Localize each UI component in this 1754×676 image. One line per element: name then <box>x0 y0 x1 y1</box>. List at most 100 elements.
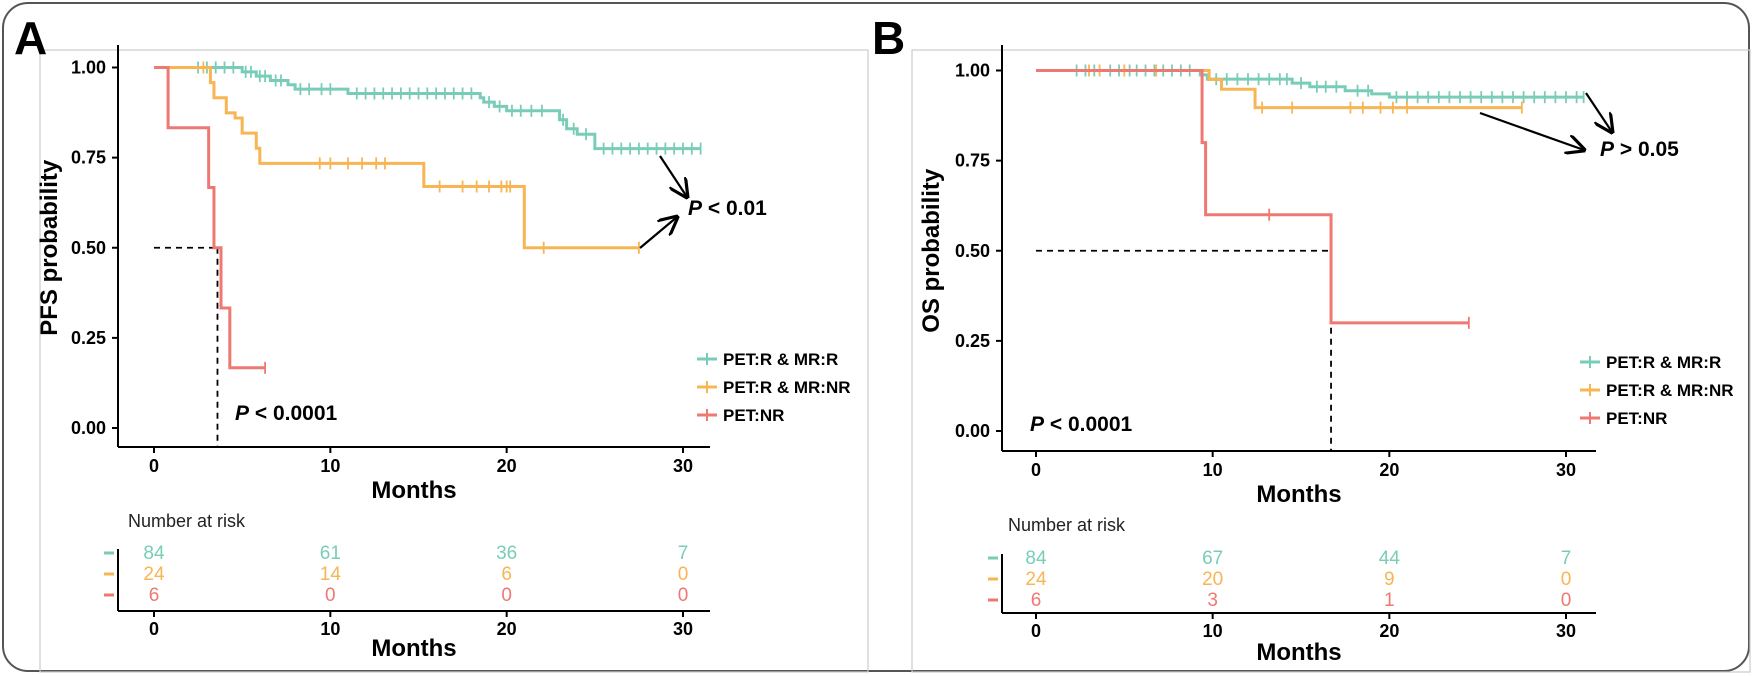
panel-b-risk-value: 67 <box>1202 548 1223 569</box>
panel-a-km-plot: 0.00 0.25 0.50 0.75 1.00 0 10 20 30 Months PFS pro… <box>36 45 767 504</box>
panel-a-risk-value: 24 <box>143 564 165 585</box>
panel-b-risk-value: 6 <box>1031 590 1042 611</box>
panel-a-y-tick-label: 0.75 <box>71 148 106 168</box>
panel-b-risk-x-tick-label: 20 <box>1379 621 1399 641</box>
panel-a-risk-x-tick-label: 0 <box>149 619 159 639</box>
panel-b-y-tick-label: 0.25 <box>955 331 990 351</box>
panel-b-p-value: P > 0.05 <box>1600 138 1679 161</box>
panel-b-x-tick-label: 10 <box>1203 460 1223 480</box>
panel-a-y-tick-label: 0.50 <box>71 238 106 258</box>
panel-a-p-value-text: < 0.0001 <box>249 402 337 425</box>
panel-a-x-tick-label: 30 <box>673 456 693 476</box>
panel-a-y-tick-label: 0.25 <box>71 328 106 348</box>
panel-a-risk-value: 6 <box>149 585 160 606</box>
panel-b-p-value-text: < 0.0001 <box>1044 413 1132 436</box>
panel-b-y-axis-label: OS probability <box>918 168 945 333</box>
panel-b-curve-orange <box>1036 69 1522 110</box>
panel-a-y-axis-label: PFS probability <box>36 159 63 336</box>
panel-b-x-tick-label: 0 <box>1031 460 1041 480</box>
panel-b-p-value: P < 0.0001 <box>1030 413 1132 436</box>
panel-a-y-tick-label: 1.00 <box>71 58 106 78</box>
panel-a-risk-value: 0 <box>678 564 689 585</box>
panel-b-p-value-italic: P <box>1030 413 1045 436</box>
panel-a-x-tick-label: 20 <box>497 456 517 476</box>
panel-b-risk-x-axis-label: Months <box>1256 639 1341 666</box>
panel-a-legend-label: PET:R & MR:R <box>723 350 838 369</box>
panel-a-letter: A <box>14 12 47 64</box>
panel-a-x-axis-label: Months <box>371 477 456 504</box>
panel-b-risk-value: 9 <box>1384 569 1395 590</box>
panel-a: A 0.00 0.25 0.50 0.75 1.00 0 10 20 30 Months PFS p… <box>14 12 869 673</box>
panel-b-curve-red <box>1036 69 1469 325</box>
panel-b-risk-value: 0 <box>1561 590 1572 611</box>
panel-b-legend-label: PET:R & MR:NR <box>1606 381 1734 400</box>
panel-a-risk-value: 14 <box>320 564 342 585</box>
panel-a-legend-label: PET:NR <box>723 406 784 425</box>
panel-a-curve-orange <box>154 66 639 250</box>
panel-b-letter: B <box>872 12 905 64</box>
panel-b-km-plot: 0.00 0.25 0.50 0.75 1.00 0 10 20 30 Months OS prob… <box>918 45 1679 508</box>
panel-a-x-tick-label: 0 <box>149 456 159 476</box>
panel-a-curve-red <box>154 66 266 370</box>
panel-a-risk-title: Number at risk <box>128 511 246 531</box>
panel-a-legend: PET:R & MR:R PET:R & MR:NR PET:NR <box>697 350 851 425</box>
panel-a-risk-value: 84 <box>143 543 165 564</box>
panel-b-p-value-text: > 0.05 <box>1614 138 1679 161</box>
panel-a-border <box>39 49 869 673</box>
panel-b-y-tick-label: 0.50 <box>955 241 990 261</box>
panel-b-arrow <box>1585 92 1612 132</box>
panel-a-legend-label: PET:R & MR:NR <box>723 378 851 397</box>
panel-b-risk-x-tick-label: 10 <box>1203 621 1223 641</box>
panel-a-p-value-italic: P <box>235 402 250 425</box>
panel-b-x-tick-label: 30 <box>1556 460 1576 480</box>
panel-b-y-tick-label: 0.00 <box>955 421 990 441</box>
panel-a-arrow <box>659 155 687 197</box>
panel-b-risk-value: 7 <box>1561 548 1572 569</box>
panel-b-p-value-italic: P <box>1600 138 1615 161</box>
panel-a-p-value-italic: P <box>688 197 703 220</box>
panel-a-risk-x-tick-label: 20 <box>497 619 517 639</box>
panel-b-risk-value: 1 <box>1384 590 1395 611</box>
panel-b-risk-value: 44 <box>1379 548 1401 569</box>
panel-b-curve-teal <box>1036 69 1584 99</box>
panel-a-risk-x-tick-label: 10 <box>320 619 340 639</box>
panel-b-risk-title: Number at risk <box>1008 515 1126 535</box>
panel-b-y-tick-label: 0.75 <box>955 151 990 171</box>
panel-a-y-tick-label: 0.00 <box>71 418 106 438</box>
panel-a-risk-value: 0 <box>325 585 336 606</box>
panel-b-arrow <box>1479 111 1584 150</box>
panel-b-risk-value: 24 <box>1025 569 1047 590</box>
panel-a-arrow <box>639 217 677 249</box>
panel-a-risk-value: 61 <box>320 543 341 564</box>
panel-b-x-axis-label: Months <box>1256 481 1341 508</box>
panel-a-risk-value: 0 <box>678 585 689 606</box>
panel-a-curve-teal <box>154 66 701 151</box>
panel-b-risk-value: 84 <box>1025 548 1047 569</box>
panel-a-risk-value: 7 <box>678 543 689 564</box>
panel-a-p-value: P < 0.0001 <box>235 402 337 425</box>
panel-b-x-tick-label: 20 <box>1379 460 1399 480</box>
panel-a-risk-value: 36 <box>496 543 517 564</box>
panel-b-risk-value: 3 <box>1207 590 1218 611</box>
panel-a-x-tick-label: 10 <box>320 456 340 476</box>
panel-a-risk-x-tick-label: 30 <box>673 619 693 639</box>
panel-b-risk-value: 20 <box>1202 569 1223 590</box>
panel-a-p-value: P < 0.01 <box>688 197 767 220</box>
panel-b-risk-x-tick-label: 30 <box>1556 621 1576 641</box>
panel-a-risk-value: 6 <box>501 564 512 585</box>
panel-a-risk-x-axis-label: Months <box>371 635 456 662</box>
panel-b-y-tick-label: 1.00 <box>955 61 990 81</box>
panel-b-risk-value: 0 <box>1561 569 1572 590</box>
panel-b-legend-label: PET:R & MR:R <box>1606 353 1721 372</box>
panel-b-border <box>911 49 1751 673</box>
panel-b-risk-x-tick-label: 0 <box>1031 621 1041 641</box>
panel-a-risk-value: 0 <box>501 585 512 606</box>
panel-b-legend-label: PET:NR <box>1606 409 1667 428</box>
panel-a-p-value-text: < 0.01 <box>702 197 767 220</box>
panel-b-legend: PET:R & MR:R PET:R & MR:NR PET:NR <box>1580 353 1734 428</box>
